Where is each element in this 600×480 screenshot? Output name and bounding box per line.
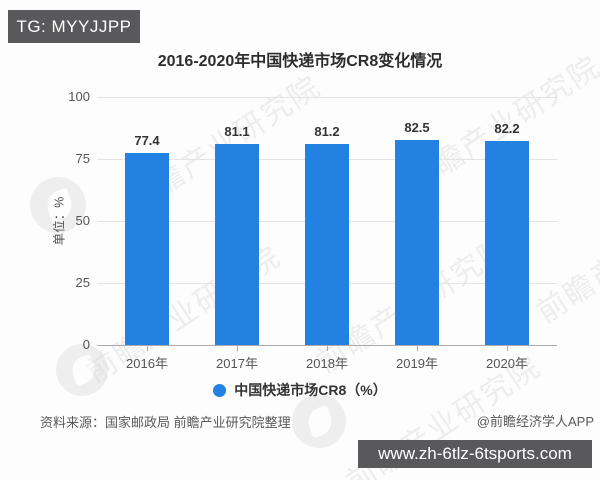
bar-value-label: 82.5 — [404, 120, 430, 136]
watermark-logo — [292, 394, 346, 448]
y-tick-label: 100 — [68, 89, 90, 104]
tg-badge: TG: MYYJJPP — [8, 10, 140, 43]
x-tick-label: 2019年 — [396, 356, 438, 371]
bar — [125, 153, 169, 345]
chart-title: 2016-2020年中国快递市场CR8变化情况 — [157, 53, 443, 70]
y-tick-label: 50 — [75, 213, 90, 228]
legend: 中国快递市场CR8（%） — [0, 380, 600, 400]
x-axis-tick — [237, 346, 238, 351]
source-note: 资料来源：国家邮政局 前瞻产业研究院整理 — [40, 415, 291, 430]
x-axis-tick — [417, 346, 418, 351]
bar-value-label: 77.4 — [134, 133, 160, 149]
y-tick-label: 0 — [82, 337, 90, 352]
x-tick-label: 2020年 — [486, 356, 528, 371]
credit-note: @前瞻经济学人APP — [476, 414, 594, 429]
bar — [215, 143, 259, 345]
bar — [305, 143, 349, 345]
legend-dot-icon — [213, 383, 227, 397]
x-axis-tick — [327, 346, 328, 351]
x-tick-label: 2017年 — [216, 356, 258, 371]
x-tick-label: 2016年 — [126, 356, 168, 371]
y-tick-label: 75 — [75, 151, 90, 166]
bar-value-label: 81.2 — [314, 123, 340, 139]
y-tick-label: 25 — [75, 275, 90, 290]
x-axis-tick — [507, 346, 508, 351]
bar — [485, 141, 529, 345]
bar-value-label: 82.2 — [494, 121, 520, 137]
x-axis-tick — [147, 346, 148, 351]
bar — [395, 140, 439, 345]
x-tick-label: 2018年 — [306, 356, 348, 371]
gridline — [97, 97, 557, 98]
legend-label: 中国快递市场CR8（%） — [234, 382, 387, 398]
bar-value-label: 81.1 — [224, 123, 250, 139]
plot-area — [97, 97, 557, 346]
url-badge: www.zh-6tlz-6tsports.com — [358, 440, 592, 468]
